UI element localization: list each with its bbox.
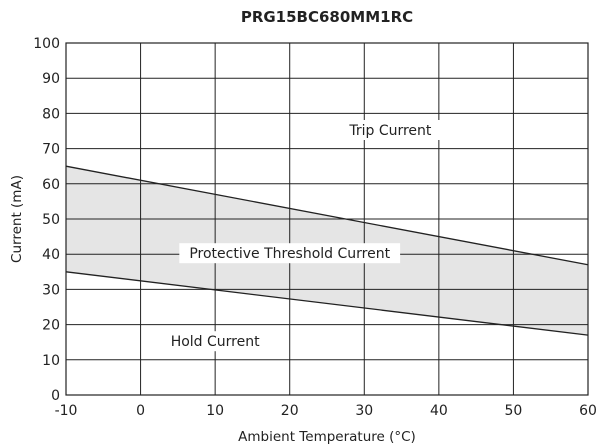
y-tick-label: 0 [51,388,60,404]
y-tick-label: 100 [33,36,60,52]
y-tick-label: 50 [42,212,60,228]
grid-layer [65,42,589,396]
hold-current-line [65,271,589,336]
plot-frame [65,42,589,396]
x-tick-label: 20 [281,403,299,419]
x-tick-label: -10 [55,403,78,419]
y-tick-label: 40 [42,247,60,263]
y-tick-label: 90 [42,71,60,87]
x-tick-label: 30 [355,403,373,419]
protective-threshold-current-label: Protective Threshold Current [189,246,390,262]
y-tick-label: 10 [42,353,60,369]
y-tick-label: 20 [42,318,60,334]
trip-current-label: Trip Current [348,123,432,139]
chart-title: PRG15BC680MM1RC [241,8,413,26]
y-tick-label: 70 [42,142,60,158]
hold-current-label-bg [165,331,265,352]
protective-threshold-current-label-bg [179,243,401,264]
series-layer [65,165,589,336]
trip-current-line [65,165,589,266]
x-tick-label: 60 [579,403,597,419]
y-tick-label: 80 [42,106,60,122]
x-tick-label: 40 [430,403,448,419]
x-tick-label: 0 [136,403,145,419]
x-tick-label: 50 [505,403,523,419]
hold-current-label: Hold Current [171,334,260,350]
y-tick-label: 30 [42,282,60,298]
y-tick-label: 60 [42,177,60,193]
trip-current-label-bg [340,120,440,140]
x-axis-label: Ambient Temperature (°C) [238,429,416,445]
x-tick-label: 10 [206,403,224,419]
y-axis-label: Current (mA) [9,175,25,263]
label-layer: Trip Current Protective Threshold Current… [165,120,440,352]
